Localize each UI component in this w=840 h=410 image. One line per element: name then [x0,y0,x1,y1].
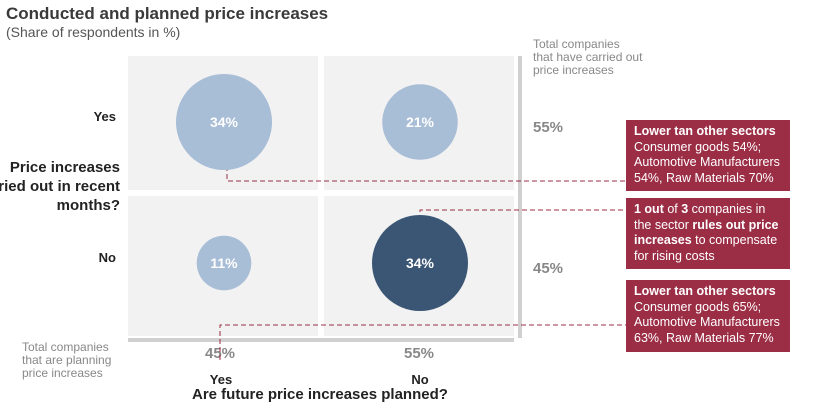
bubble-label-yes-yes: 34% [210,114,239,130]
callout-2-part-4: rules out price increases [634,217,779,248]
bubble-no-yes [196,235,252,291]
chart-title: Conducted and planned price increases [6,4,329,23]
y-axis-title: Price increases carried out in recent mo… [0,159,120,214]
callout-2-part-3: companies in the sector [634,202,766,232]
callout-2-part-2: 3 [681,202,689,216]
callout-2-part-0: 1 out [634,202,664,216]
chart-subtitle: (Share of respondents in %) [6,24,181,40]
right-axis-line [518,56,522,338]
col-total-no: 55% [404,345,435,362]
col-totals-caption: Total companies that are planning price … [22,340,112,380]
bubble-no-no [372,215,468,311]
callout-1-heading: Lower tan other sectors [634,124,776,138]
col-total-yes: 45% [205,345,236,362]
callout-1-text: Consumer goods 54%; Automotive Manufactu… [634,139,780,185]
callout-3-text: Consumer goods 65%; Automotive Manufactu… [634,299,780,345]
callout-consumer-goods-1: Lower tan other sectors Consumer goods 5… [626,120,790,191]
bubble-label-no-yes: 11% [210,255,238,271]
row-label-no: No [98,250,116,265]
callout-consumer-goods-2: Lower tan other sectors Consumer goods 6… [626,280,790,352]
col-label-yes: Yes [209,372,233,387]
bubble-yes-no [382,84,458,160]
leader-line-3 [219,324,626,360]
callout-2-part-5: to compensate for rising costs [634,233,778,263]
x-axis-title: Are future price increases planned? [192,386,448,403]
row-totals-caption: Total companies that have carried out pr… [533,37,643,77]
row-label-yes: Yes [93,109,116,124]
bubble-yes-yes [176,74,272,170]
row-total-yes: 55% [533,119,564,136]
callout-2-part-1: of [663,202,682,216]
col-label-no: No [411,372,429,387]
bottom-axis-line [128,338,514,342]
bubble-label-yes-no: 21% [406,114,435,130]
bubble-label-no-no: 34% [406,255,435,271]
callout-3-heading: Lower tan other sectors [634,284,776,298]
callout-rules-out: 1 out of 3 companies in the sector rules… [626,198,790,269]
leader-line-2 [419,209,626,228]
row-total-no: 45% [533,260,564,277]
